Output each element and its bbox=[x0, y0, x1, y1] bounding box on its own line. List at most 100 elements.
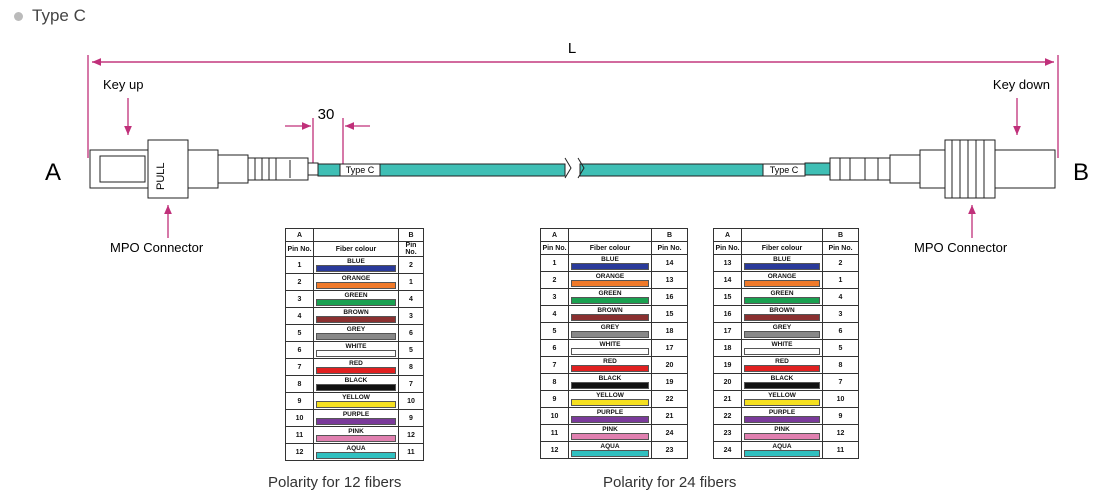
fiber-row: 1 BLUE 2 bbox=[285, 256, 424, 274]
fiber-name: PURPLE bbox=[596, 408, 624, 416]
fiber-swatch bbox=[571, 347, 649, 355]
pin-cell: 24 bbox=[651, 424, 688, 442]
fiber-cell: YELLOW bbox=[741, 390, 823, 408]
header-cell: Pin No. bbox=[713, 241, 742, 255]
header-cell: Fiber colour bbox=[568, 241, 652, 255]
fiber-row: 9 YELLOW 22 bbox=[540, 390, 688, 408]
fiber-name: GREY bbox=[600, 323, 620, 331]
header-row: Pin No. Fiber colour Pin No. bbox=[540, 241, 688, 255]
header-cell: B bbox=[651, 228, 688, 242]
fiber-name: ORANGE bbox=[595, 272, 625, 280]
header-cell bbox=[313, 228, 399, 242]
header-cell: Pin No. bbox=[651, 241, 688, 255]
header-cell: Pin No. bbox=[398, 241, 424, 257]
cable-drawing: L 30 Key up Key down A B MPO Connector M… bbox=[45, 40, 1089, 255]
fiber-cell: WHITE bbox=[313, 341, 399, 359]
pin-cell: 17 bbox=[713, 322, 742, 340]
pin-cell: 7 bbox=[398, 375, 424, 393]
fiber-swatch bbox=[316, 400, 396, 408]
pin-cell: 11 bbox=[398, 443, 424, 461]
fiber-cell: PINK bbox=[568, 424, 652, 442]
header-cell: Pin No. bbox=[540, 241, 569, 255]
fiber-name: GREY bbox=[772, 323, 792, 331]
end-label: B bbox=[1073, 159, 1089, 186]
fiber-swatch bbox=[316, 451, 396, 459]
pin-cell: 1 bbox=[540, 254, 569, 272]
pin-cell: 23 bbox=[713, 424, 742, 442]
fiber-name: WHITE bbox=[771, 340, 793, 348]
fiber-name: WHITE bbox=[599, 340, 621, 348]
header-cell: B bbox=[398, 228, 424, 242]
pin-cell: 10 bbox=[285, 409, 314, 427]
fiber-cell: GREY bbox=[568, 322, 652, 340]
fiber-swatch bbox=[744, 313, 820, 321]
fiber-row: 18 WHITE 5 bbox=[713, 339, 859, 357]
header-cell bbox=[741, 228, 823, 242]
connector-label: MPO Connector bbox=[110, 240, 204, 255]
key-label: Key up bbox=[103, 77, 143, 92]
fiber-name: BROWN bbox=[769, 306, 795, 314]
fiber-name: ORANGE bbox=[767, 272, 797, 280]
caption: Polarity for 12 fibers bbox=[268, 474, 402, 491]
fiber-name: BLACK bbox=[598, 374, 622, 382]
fiber-name: PURPLE bbox=[342, 410, 370, 418]
fiber-row: 2 ORANGE 13 bbox=[540, 271, 688, 289]
pin-cell: 6 bbox=[398, 324, 424, 342]
end-label: A bbox=[45, 159, 61, 186]
header-cell: Pin No. bbox=[285, 241, 314, 257]
pin-cell: 12 bbox=[398, 426, 424, 444]
header-cell: Pin No. bbox=[822, 241, 859, 255]
pin-cell: 8 bbox=[540, 373, 569, 391]
fiber-name: GREEN bbox=[770, 289, 794, 297]
fiber-name: GREEN bbox=[344, 291, 368, 299]
fiber-swatch bbox=[744, 347, 820, 355]
fiber-name: BROWN bbox=[343, 308, 369, 316]
pin-cell: 19 bbox=[713, 356, 742, 374]
pin-cell: 4 bbox=[398, 290, 424, 308]
pin-cell: 13 bbox=[713, 254, 742, 272]
pin-cell: 21 bbox=[651, 407, 688, 425]
pin-cell: 20 bbox=[713, 373, 742, 391]
key-label: Key down bbox=[993, 77, 1050, 92]
fiber-name: RED bbox=[349, 359, 363, 367]
pin-cell: 12 bbox=[540, 441, 569, 459]
fiber-name: AQUA bbox=[772, 442, 792, 450]
polarity-table: A B Pin No. Fiber colour Pin No. 1 BLUE 14 2 ORAN… bbox=[540, 228, 688, 459]
fiber-cell: BROWN bbox=[741, 305, 823, 323]
fiber-row: 11 PINK 12 bbox=[285, 426, 424, 444]
fiber-cell: PURPLE bbox=[313, 409, 399, 427]
pin-cell: 9 bbox=[822, 407, 859, 425]
fiber-swatch bbox=[316, 281, 396, 289]
fiber-name: ORANGE bbox=[341, 274, 371, 282]
fiber-row: 12 AQUA 23 bbox=[540, 441, 688, 459]
fiber-cell: AQUA bbox=[313, 443, 399, 461]
fiber-swatch bbox=[316, 383, 396, 391]
fiber-name: PURPLE bbox=[768, 408, 796, 416]
polarity-table: A B Pin No. Fiber colour Pin No. 1 BLUE 2 2 ORANG… bbox=[285, 228, 424, 461]
fiber-row: 22 PURPLE 9 bbox=[713, 407, 859, 425]
fiber-cell: ORANGE bbox=[313, 273, 399, 291]
pin-cell: 16 bbox=[713, 305, 742, 323]
fiber-row: 10 PURPLE 9 bbox=[285, 409, 424, 427]
pin-cell: 11 bbox=[285, 426, 314, 444]
pin-cell: 15 bbox=[651, 305, 688, 323]
fiber-name: BLUE bbox=[347, 257, 365, 265]
pin-cell: 2 bbox=[822, 254, 859, 272]
pin-cell: 2 bbox=[540, 271, 569, 289]
pin-cell: 4 bbox=[822, 288, 859, 306]
fiber-row: 4 BROWN 15 bbox=[540, 305, 688, 323]
fiber-swatch bbox=[571, 279, 649, 287]
fiber-row: 8 BLACK 19 bbox=[540, 373, 688, 391]
fiber-swatch bbox=[744, 415, 820, 423]
fiber-swatch bbox=[316, 434, 396, 442]
fiber-swatch bbox=[316, 417, 396, 425]
fiber-row: 13 BLUE 2 bbox=[713, 254, 859, 272]
fiber-swatch bbox=[744, 432, 820, 440]
fiber-row: 24 AQUA 11 bbox=[713, 441, 859, 459]
pin-cell: 3 bbox=[285, 290, 314, 308]
pin-cell: 24 bbox=[713, 441, 742, 459]
pin-cell: 20 bbox=[651, 356, 688, 374]
pin-cell: 2 bbox=[285, 273, 314, 291]
fiber-swatch bbox=[316, 332, 396, 340]
fiber-name: AQUA bbox=[346, 444, 366, 452]
